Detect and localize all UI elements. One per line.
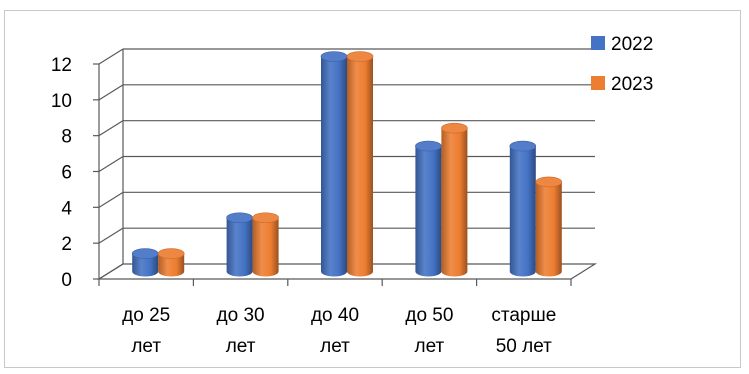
bar-body xyxy=(226,217,253,277)
gridline-side xyxy=(98,84,124,101)
x-tick-label: лет xyxy=(131,336,161,357)
x-tick-label: лет xyxy=(320,336,350,357)
legend-item-2023: 2023 xyxy=(591,74,653,95)
x-tick-label: 50 лет xyxy=(496,336,552,357)
axes xyxy=(93,63,572,286)
y-tick-label: 6 xyxy=(61,163,72,184)
y-tick-label: 2 xyxy=(61,234,72,255)
legend-swatch xyxy=(591,76,605,90)
bar-2022-2 xyxy=(320,51,348,277)
bar-cap xyxy=(320,51,348,62)
bar-body xyxy=(415,146,442,277)
gridline-side xyxy=(98,263,124,280)
bar-chart: 0 2 4 6 8 10 12 до 25 лет до 30 лет до 40 лет до 50 л… xyxy=(51,34,653,357)
gridline-side xyxy=(98,48,124,65)
y-tick-label: 4 xyxy=(61,198,72,219)
bar-2023-1 xyxy=(252,212,279,277)
x-tick-label: старше xyxy=(491,305,556,326)
gridline-side xyxy=(98,191,124,208)
bar-cap xyxy=(415,140,442,152)
x-tick-label: лет xyxy=(415,336,445,357)
legend-label: 2022 xyxy=(611,34,653,55)
bar-2023-0 xyxy=(157,248,185,277)
gridline-side xyxy=(98,155,124,173)
bar-cap xyxy=(509,140,537,152)
x-tick-label: до 40 xyxy=(311,305,359,326)
gridline-side xyxy=(98,227,124,244)
x-tick-label: лет xyxy=(226,336,256,357)
bar-2023-4 xyxy=(535,176,563,277)
legend: 2022 2023 xyxy=(591,34,653,95)
bar-cap xyxy=(346,51,374,62)
bar-body xyxy=(321,56,347,277)
legend-item-2022: 2022 xyxy=(591,34,653,55)
legend-label: 2023 xyxy=(611,74,653,95)
bar-cap xyxy=(131,248,159,259)
bar-cap xyxy=(252,212,279,224)
y-tick-label: 8 xyxy=(61,127,72,148)
bar-2022-0 xyxy=(131,248,159,277)
bar-cap xyxy=(441,122,468,134)
bar-body xyxy=(132,253,159,277)
bar-body xyxy=(252,217,279,277)
bar-2022-1 xyxy=(226,212,253,277)
bar-body xyxy=(441,128,468,277)
bar-2022-4 xyxy=(509,140,537,277)
x-axis-category-labels: до 25 лет до 30 лет до 40 лет до 50 лет старше 50… xyxy=(122,305,556,357)
y-tick-label: 10 xyxy=(51,91,72,112)
bar-2022-3 xyxy=(415,140,442,277)
y-tick-label: 12 xyxy=(51,55,72,76)
x-tick-label: до 25 xyxy=(122,305,170,326)
bar-2023-2 xyxy=(346,51,374,277)
bar-body xyxy=(347,56,373,277)
bar-cap xyxy=(226,212,253,224)
bar-body xyxy=(158,253,185,277)
x-tick-label: до 30 xyxy=(217,305,265,326)
bar-2023-3 xyxy=(441,122,468,277)
legend-swatch xyxy=(591,36,605,50)
bar-cap xyxy=(535,176,563,188)
bars xyxy=(131,51,563,277)
y-tick-label: 0 xyxy=(61,270,72,291)
bar-body xyxy=(535,181,562,277)
x-tick-label: до 50 xyxy=(405,305,453,326)
gridline-side xyxy=(98,120,124,137)
chart-frame: 0 2 4 6 8 10 12 до 25 лет до 30 лет до 40 лет до 50 л… xyxy=(4,10,741,368)
bar-cap xyxy=(157,248,185,259)
y-axis-tick-labels: 0 2 4 6 8 10 12 xyxy=(51,55,73,291)
bar-body xyxy=(509,146,536,277)
